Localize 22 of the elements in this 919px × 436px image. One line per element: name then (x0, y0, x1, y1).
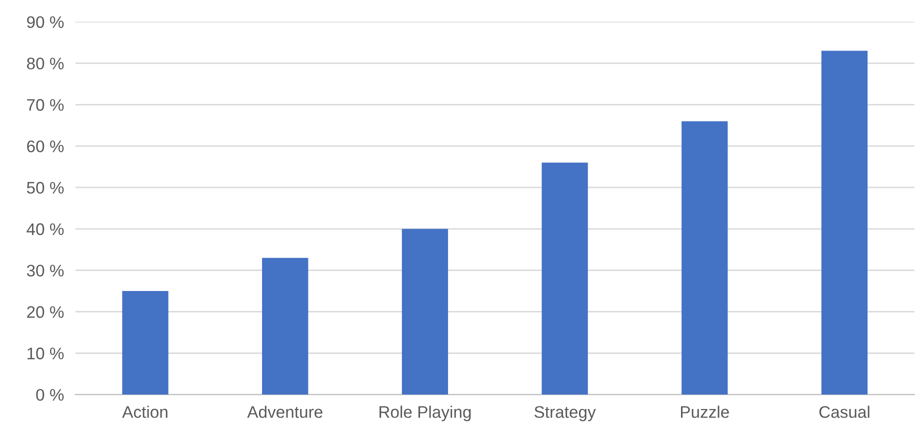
bar (821, 50, 868, 395)
y-tick-label: 0 % (36, 388, 64, 401)
y-tick-label: 30 % (26, 264, 64, 277)
x-tick-label: Adventure (247, 406, 322, 418)
y-tick-label: 10 % (28, 348, 64, 360)
y-tick-label: 80 % (26, 58, 64, 70)
x-tick-label: Action (122, 406, 168, 418)
y-tick-label: 60 % (27, 140, 64, 152)
bar (682, 121, 728, 395)
x-tick-label: Casual (819, 406, 870, 418)
bar (262, 258, 308, 395)
y-tick-label: 70 % (27, 99, 64, 111)
y-tick-label: 50 % (26, 182, 64, 194)
x-tick-label: Role Playing (380, 406, 471, 422)
x-tick-label: Puzzle (681, 406, 729, 418)
y-tick-label: 20 % (27, 306, 64, 318)
bar (402, 228, 448, 395)
y-tick-label: 90 % (27, 16, 64, 28)
bar (122, 291, 168, 395)
bar (542, 162, 588, 395)
y-tick-label: 40 % (26, 223, 64, 236)
x-tick-label: Strategy (534, 406, 596, 422)
